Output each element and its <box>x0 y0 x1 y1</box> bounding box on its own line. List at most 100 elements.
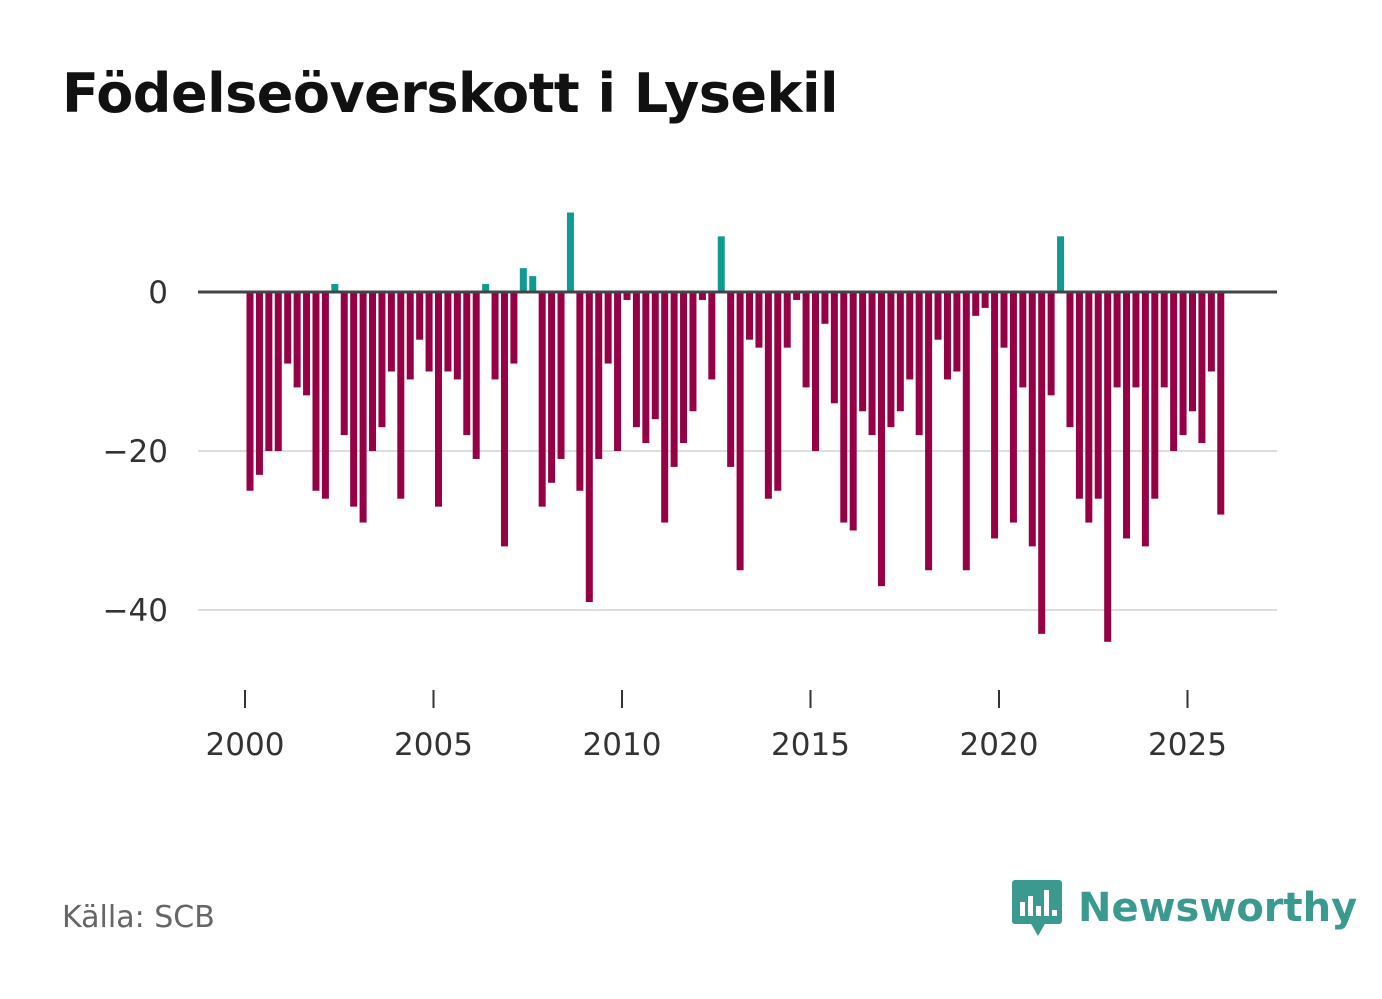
bar <box>529 276 537 292</box>
bar <box>255 292 263 475</box>
bar <box>793 292 801 300</box>
bar <box>416 292 424 340</box>
bar <box>1104 292 1112 642</box>
source-note: Källa: SCB <box>62 900 215 935</box>
bar <box>1019 292 1027 388</box>
bar <box>604 292 612 364</box>
x-tick-label: 2000 <box>206 727 285 763</box>
bar <box>274 292 282 451</box>
bar <box>444 292 452 372</box>
bar <box>359 292 367 523</box>
bar <box>1094 292 1102 499</box>
bar <box>972 292 980 316</box>
y-tick-label: −40 <box>103 593 168 629</box>
bar <box>755 292 763 348</box>
bar <box>774 292 782 491</box>
bar <box>868 292 876 436</box>
bar <box>510 292 518 364</box>
bar <box>1207 292 1215 372</box>
y-tick-label: 0 <box>148 275 168 311</box>
bar <box>727 292 735 467</box>
bar <box>472 292 480 459</box>
bar <box>1198 292 1206 444</box>
bar <box>717 236 725 292</box>
bar <box>1085 292 1093 523</box>
bar <box>350 292 358 507</box>
bar <box>632 292 640 428</box>
bars <box>246 212 1225 642</box>
bar <box>680 292 688 444</box>
bar <box>736 292 744 571</box>
bar <box>1170 292 1178 451</box>
logo-text: Newsworthy <box>1078 885 1358 931</box>
bar <box>840 292 848 523</box>
bar <box>1047 292 1055 396</box>
bar <box>915 292 923 436</box>
bar <box>548 292 556 483</box>
bar <box>623 292 631 300</box>
bar <box>821 292 829 324</box>
bar <box>991 292 999 539</box>
bar <box>265 292 273 451</box>
bar <box>934 292 942 340</box>
bar <box>1217 292 1225 515</box>
bar <box>943 292 951 380</box>
bar <box>369 292 377 451</box>
bar <box>764 292 772 499</box>
bar <box>340 292 348 436</box>
bar <box>1151 292 1159 499</box>
bar <box>953 292 961 372</box>
bar <box>1123 292 1131 539</box>
bar <box>406 292 414 380</box>
bar <box>651 292 659 420</box>
x-tick-label: 2025 <box>1148 727 1227 763</box>
bar <box>1057 236 1065 292</box>
bar <box>746 292 754 340</box>
bar <box>783 292 791 348</box>
bar <box>698 292 706 300</box>
bar <box>378 292 386 428</box>
bar <box>463 292 471 436</box>
bar <box>708 292 716 380</box>
bar <box>670 292 678 467</box>
bar <box>1160 292 1168 388</box>
bar <box>877 292 885 587</box>
bar <box>661 292 669 523</box>
bar <box>397 292 405 499</box>
bar <box>642 292 650 444</box>
bar <box>896 292 904 412</box>
bar <box>293 292 301 388</box>
bar <box>312 292 320 491</box>
x-tick-label: 2015 <box>771 727 850 763</box>
bar <box>887 292 895 428</box>
bar <box>321 292 329 499</box>
bar <box>849 292 857 531</box>
bar <box>453 292 461 380</box>
bar <box>1038 292 1046 634</box>
bar <box>435 292 442 507</box>
bar <box>689 292 697 412</box>
bar <box>1189 292 1196 412</box>
bar <box>962 292 970 571</box>
bar <box>566 212 574 292</box>
bar <box>1113 292 1121 388</box>
x-tick-label: 2005 <box>394 727 473 763</box>
bar <box>859 292 867 412</box>
bar <box>284 292 292 364</box>
bar <box>519 268 527 292</box>
y-tick-label: −20 <box>103 434 168 470</box>
x-tick-label: 2020 <box>960 727 1039 763</box>
bar <box>906 292 914 380</box>
bar <box>1179 292 1187 436</box>
x-tick-label: 2010 <box>583 727 662 763</box>
bar <box>246 292 254 491</box>
bar <box>981 292 989 308</box>
bar <box>1075 292 1083 499</box>
bar <box>1028 292 1036 547</box>
bar <box>576 292 584 491</box>
bar <box>614 292 622 451</box>
bar <box>425 292 433 372</box>
newsworthy-chart-bubble-icon <box>1012 880 1062 936</box>
bar <box>1141 292 1149 547</box>
